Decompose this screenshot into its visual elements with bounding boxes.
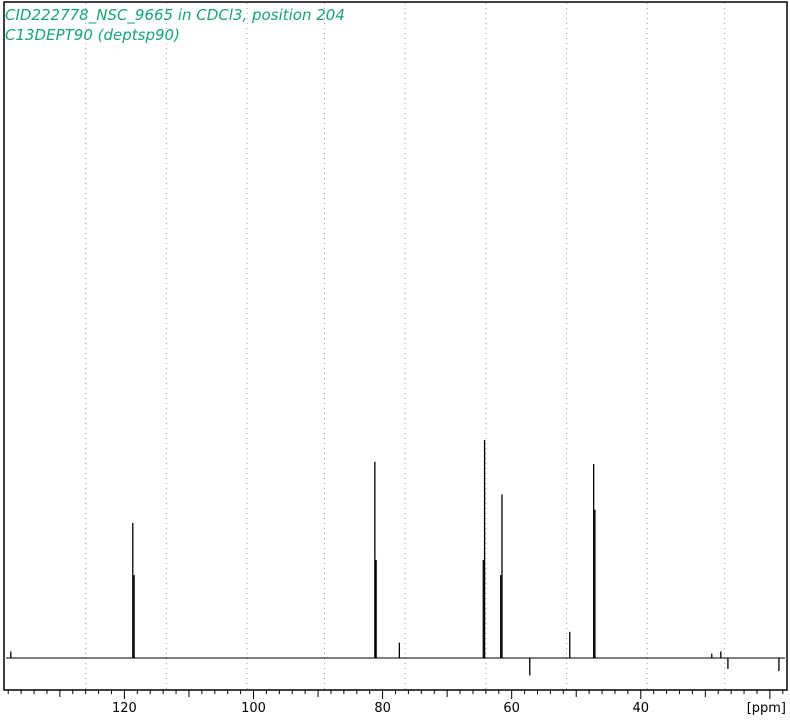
x-tick-label: 40 — [632, 701, 649, 716]
x-tick-label: 100 — [241, 701, 266, 716]
x-tick-label: 60 — [503, 701, 520, 716]
trace-layer — [6, 440, 785, 676]
chart-subtitle: C13DEPT90 (deptsp90) — [5, 26, 180, 44]
x-tick-label: 80 — [374, 701, 391, 716]
chart-title: CID222778_NSC_9665 in CDCl3, position 20… — [5, 6, 345, 24]
plot-frame — [3, 1, 788, 691]
x-tick-label: 120 — [112, 701, 137, 716]
grid-layer — [85, 3, 726, 689]
x-axis-label: [ppm] — [747, 701, 786, 716]
x-axis: 120 100 80 60 40 [ppm] — [7, 690, 786, 716]
